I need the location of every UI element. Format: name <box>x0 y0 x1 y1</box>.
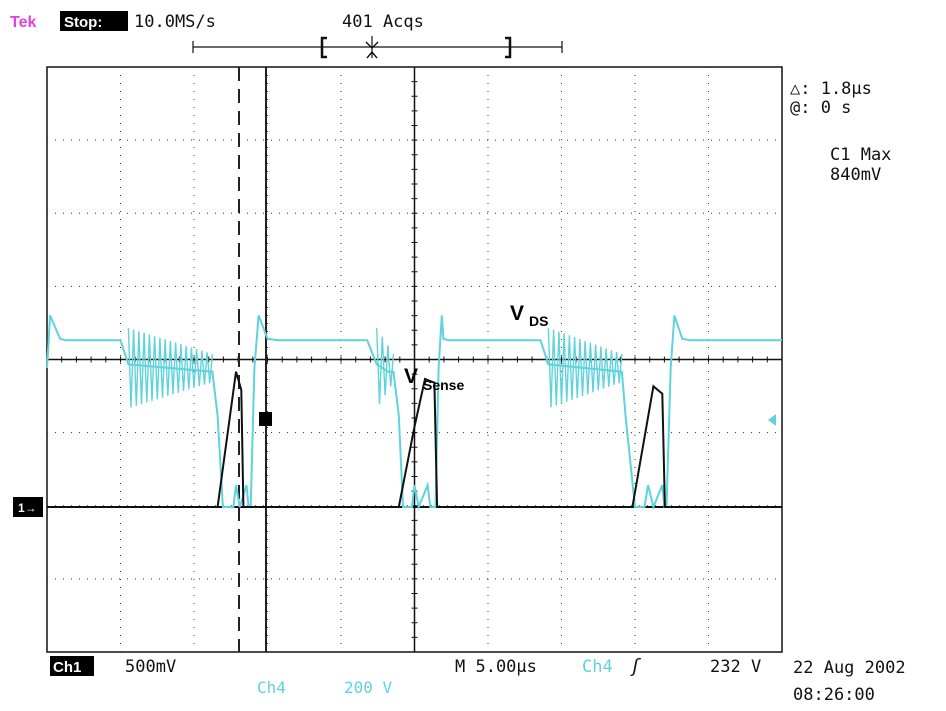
run-state-badge[interactable] <box>60 11 128 31</box>
svg-text:Sense: Sense <box>423 377 464 393</box>
vds-ringing <box>127 327 623 408</box>
svg-text:V: V <box>510 302 524 325</box>
ch1-label: Ch1 <box>53 659 81 676</box>
acquisition-count: 401 Acqs <box>342 12 424 32</box>
sample-rate-readout: 10.0MS/s <box>134 12 216 32</box>
time-readout: 08:26:00 <box>793 685 875 705</box>
trigger-level: 232 V <box>710 657 761 677</box>
ch4-level-marker[interactable] <box>768 414 776 426</box>
vds-annotation: V DS <box>510 302 548 329</box>
svg-text:V: V <box>404 365 418 388</box>
ch4-label: Ch4 <box>257 678 286 697</box>
ch1-badge[interactable] <box>50 656 94 676</box>
cursor-delta-readout: △: 1.8µs <box>790 79 872 99</box>
brand-label: Tek <box>10 14 36 31</box>
run-state-label: Stop: <box>64 14 102 31</box>
ch4-scale: 200 V <box>344 678 393 697</box>
measurement-value: 840mV <box>830 165 881 185</box>
cursor-marker[interactable] <box>259 412 272 426</box>
vds-ringing-segment <box>547 327 623 408</box>
date-readout: 22 Aug 2002 <box>793 658 906 678</box>
trigger-slope-icon: ʃ <box>630 655 642 677</box>
vsense-annotation: V Sense <box>404 365 464 393</box>
vds-ringing-segment <box>376 327 395 404</box>
ch1-ground-label: 1→ <box>18 501 37 515</box>
vsense-trace <box>47 371 782 508</box>
timebase-readout: M 5.00µs <box>455 657 537 677</box>
measurement-label: C1 Max <box>830 145 891 165</box>
trigger-source: Ch4 <box>582 657 613 677</box>
record-position-bar[interactable] <box>192 36 563 59</box>
svg-text:DS: DS <box>529 313 548 329</box>
vds-ringing-segment <box>127 327 214 408</box>
vds-trace <box>46 315 782 511</box>
ch1-ground-marker[interactable] <box>13 497 43 517</box>
cursor-position-readout: @: 0 s <box>790 98 851 118</box>
ch1-scale: 500mV <box>125 657 176 677</box>
